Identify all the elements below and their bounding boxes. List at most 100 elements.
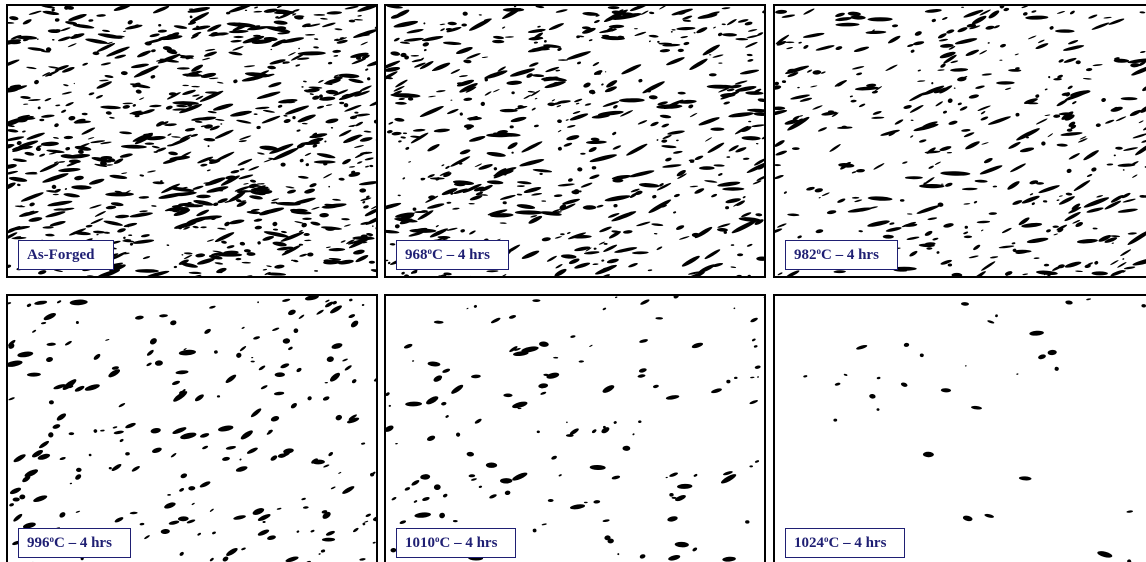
particle	[393, 37, 400, 42]
particle	[351, 378, 357, 384]
particle	[352, 28, 378, 40]
particle	[854, 199, 862, 203]
particle	[362, 201, 366, 204]
particle	[987, 42, 989, 44]
particle	[532, 74, 544, 78]
particle	[152, 181, 164, 184]
particle	[339, 102, 344, 104]
particle	[94, 210, 106, 217]
particle	[58, 167, 81, 172]
particle	[785, 269, 800, 278]
particle	[973, 200, 977, 203]
particle	[314, 38, 319, 40]
particle	[180, 473, 188, 480]
particle	[678, 49, 684, 53]
particle	[180, 431, 197, 440]
particle	[785, 41, 794, 43]
particle	[638, 78, 643, 83]
particle	[329, 248, 346, 252]
particle	[565, 119, 568, 121]
particle	[580, 153, 585, 155]
particle	[338, 129, 352, 138]
particle	[125, 422, 137, 430]
particle	[1057, 10, 1066, 14]
particle	[551, 99, 555, 102]
particle	[755, 213, 762, 217]
particle	[641, 80, 665, 95]
particle	[366, 56, 378, 67]
particle	[661, 139, 667, 143]
particle	[942, 16, 948, 20]
particle	[612, 145, 621, 151]
particle	[852, 197, 859, 199]
particle	[580, 182, 592, 189]
particle	[254, 225, 262, 229]
particle	[722, 187, 744, 191]
particle	[735, 38, 748, 41]
particle	[86, 275, 97, 278]
particle	[649, 95, 658, 100]
particle	[1120, 277, 1130, 278]
particle	[734, 80, 747, 85]
micrograph	[8, 296, 378, 562]
particle	[579, 360, 585, 362]
particle	[199, 432, 209, 438]
particle	[258, 365, 266, 371]
particle	[298, 314, 305, 320]
particle	[532, 528, 536, 532]
particle	[589, 344, 593, 347]
particle	[273, 20, 287, 25]
particle	[754, 365, 761, 369]
particle	[123, 236, 126, 239]
particle	[95, 94, 103, 99]
particle	[757, 98, 766, 103]
particle	[271, 198, 279, 202]
label-text: C – 4 hrs	[829, 535, 887, 551]
particle	[363, 205, 369, 210]
particle	[202, 57, 211, 60]
particle	[376, 51, 378, 53]
particle	[558, 130, 562, 133]
particle	[329, 304, 343, 315]
particle	[387, 130, 393, 134]
particle	[1052, 225, 1058, 227]
particle	[412, 360, 414, 362]
particle	[601, 259, 604, 262]
particle	[60, 207, 74, 211]
particle	[551, 455, 558, 461]
particle	[179, 551, 185, 557]
particle	[601, 83, 604, 86]
particle	[167, 133, 172, 136]
particle	[65, 146, 71, 150]
particle	[424, 49, 427, 52]
particle	[68, 116, 76, 121]
particle	[1115, 116, 1126, 122]
particle	[544, 80, 566, 90]
particle	[65, 101, 74, 107]
particle	[350, 319, 360, 328]
particle	[388, 121, 393, 125]
particle	[688, 57, 708, 71]
particle	[964, 235, 972, 238]
particle	[136, 49, 151, 58]
particle	[355, 121, 364, 127]
particle	[99, 79, 109, 81]
particle	[281, 231, 287, 234]
particle	[535, 98, 538, 100]
particle	[474, 418, 482, 425]
particle	[304, 240, 311, 242]
particle	[464, 124, 474, 128]
particle	[1122, 258, 1124, 260]
particle	[531, 107, 536, 111]
particle	[303, 81, 307, 83]
particle	[919, 184, 945, 188]
particle	[232, 45, 244, 51]
particle	[777, 272, 783, 276]
particle	[280, 163, 285, 167]
particle	[725, 206, 729, 210]
particle	[283, 115, 287, 117]
particle	[364, 130, 372, 132]
particle	[951, 273, 962, 277]
particle	[677, 484, 693, 490]
particle	[395, 443, 398, 445]
